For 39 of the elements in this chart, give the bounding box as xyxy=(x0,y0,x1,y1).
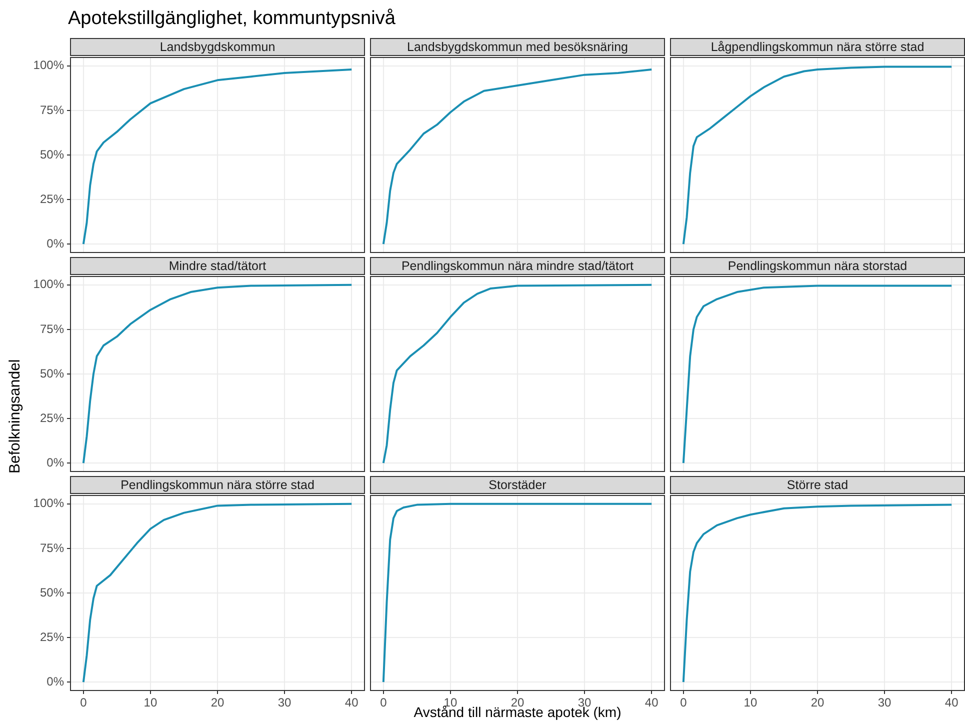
chart-subtitle: Pendlingskommun nära större stad xyxy=(70,476,365,494)
x-tick-label: 10 xyxy=(144,696,158,710)
chart-subtitle: Landsbygdskommun med besöksnäring xyxy=(370,38,665,56)
y-tick-label: 75% xyxy=(40,322,64,336)
chart-subtitle: Större stad xyxy=(670,476,965,494)
x-tick-label: 10 xyxy=(744,696,758,710)
chart-title: Apotekstillgänglighet, kommuntypsnivå xyxy=(68,8,396,30)
chart-subtitle: Landsbygdskommun xyxy=(70,38,365,56)
x-tick-label: 30 xyxy=(278,696,292,710)
x-tick-label: 20 xyxy=(810,696,824,710)
chart-subtitle: Storstäder xyxy=(370,476,665,494)
x-tick-label: 40 xyxy=(944,696,959,710)
x-tick-label: 40 xyxy=(344,696,359,710)
y-tick-label: 100% xyxy=(33,277,64,292)
y-tick-label: 25% xyxy=(40,630,64,644)
y-tick-label: 75% xyxy=(40,540,64,555)
y-tick-label: 50% xyxy=(40,147,64,162)
x-tick-label: 30 xyxy=(878,696,892,710)
chart-subtitle: Lågpendlingskommun nära större stad xyxy=(670,38,965,56)
y-tick-label: 100% xyxy=(33,496,64,510)
y-tick-label: 75% xyxy=(40,102,64,117)
x-tick-label: 20 xyxy=(210,696,224,710)
y-tick-label: 50% xyxy=(40,585,64,600)
x-tick-label: 40 xyxy=(644,696,659,710)
y-tick-label: 25% xyxy=(40,192,64,206)
y-axis-title: Befolkningsandel xyxy=(6,358,24,474)
x-tick-label: 20 xyxy=(510,696,524,710)
y-tick-label: 0% xyxy=(46,674,64,688)
y-tick-label: 0% xyxy=(46,236,64,250)
y-tick-label: 50% xyxy=(40,366,64,380)
chart-subtitle: Pendlingskommun nära mindre stad/tätort xyxy=(370,257,665,275)
x-tick-label: 0 xyxy=(380,696,388,710)
y-tick-label: 0% xyxy=(46,455,64,470)
x-tick-label: 0 xyxy=(680,696,688,710)
y-tick-label: 25% xyxy=(40,410,64,425)
chart-subtitle: Pendlingskommun nära storstad xyxy=(670,257,965,275)
x-tick-label: 0 xyxy=(80,696,88,710)
y-tick-label: 100% xyxy=(33,58,64,72)
chart-subtitle: Mindre stad/tätort xyxy=(70,257,365,275)
